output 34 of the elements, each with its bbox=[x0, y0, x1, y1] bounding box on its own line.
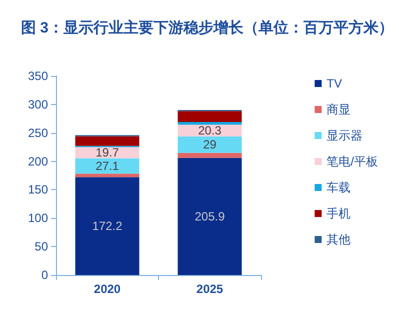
y-tick-label: 250 bbox=[28, 126, 48, 140]
data-label: 172.2 bbox=[92, 219, 123, 234]
x-tick-label: 2025 bbox=[196, 282, 224, 296]
data-label: 205.9 bbox=[194, 209, 226, 224]
legend-label: 显示器 bbox=[326, 128, 363, 142]
bar bbox=[75, 174, 140, 178]
legend-label: 手机 bbox=[326, 206, 351, 220]
x-tick-label: 2020 bbox=[94, 282, 121, 296]
bar bbox=[75, 147, 140, 158]
y-tick-label: 350 bbox=[28, 69, 48, 83]
legend-label: 商显 bbox=[326, 102, 351, 116]
bar bbox=[75, 158, 140, 174]
legend-label: TV bbox=[326, 76, 342, 90]
bar bbox=[178, 136, 242, 153]
bar bbox=[75, 136, 140, 146]
legend-label: 笔电/平板 bbox=[326, 154, 378, 168]
y-tick-label: 0 bbox=[41, 268, 48, 282]
legend-label: 其他 bbox=[326, 232, 351, 246]
y-tick-label: 300 bbox=[28, 97, 48, 112]
data-label: 27.1 bbox=[96, 158, 120, 173]
bar bbox=[178, 122, 242, 125]
y-tick-label: 200 bbox=[28, 154, 48, 168]
y-tick-label: 50 bbox=[34, 240, 48, 254]
bar bbox=[178, 152, 242, 158]
bar bbox=[178, 158, 242, 275]
data-label: 20.3 bbox=[198, 124, 222, 138]
legend-label: 车载 bbox=[326, 180, 351, 194]
y-tick-label: 100 bbox=[28, 211, 48, 226]
data-label: 29 bbox=[203, 138, 217, 152]
chart-title: 图 3：显示行业主要下游稳步增长（单位：百万平方米） bbox=[21, 18, 394, 36]
bar bbox=[75, 177, 140, 275]
bar bbox=[178, 111, 242, 122]
data-label: 19.7 bbox=[96, 146, 120, 160]
y-tick-label: 150 bbox=[28, 182, 48, 197]
